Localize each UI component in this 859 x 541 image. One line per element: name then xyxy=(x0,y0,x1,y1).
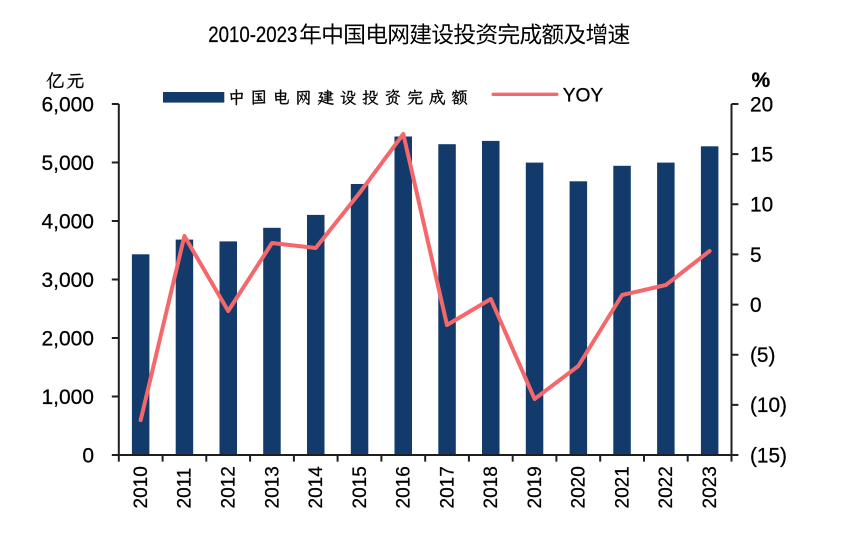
svg-text:4,000: 4,000 xyxy=(41,210,94,233)
svg-text:2013: 2013 xyxy=(262,466,283,508)
svg-text:5,000: 5,000 xyxy=(41,152,94,175)
svg-text:%: % xyxy=(752,69,771,92)
svg-text:2011: 2011 xyxy=(175,468,196,509)
svg-text:(15): (15) xyxy=(750,444,787,467)
svg-text:YOY: YOY xyxy=(563,85,604,106)
svg-text:2023: 2023 xyxy=(700,466,721,508)
svg-text:6,000: 6,000 xyxy=(41,93,94,116)
svg-text:0: 0 xyxy=(750,294,762,317)
svg-text:2017: 2017 xyxy=(437,466,458,508)
svg-text:1,000: 1,000 xyxy=(41,386,94,409)
svg-text:3,000: 3,000 xyxy=(41,269,94,292)
svg-text:15: 15 xyxy=(750,144,773,167)
svg-text:2021: 2021 xyxy=(612,466,633,508)
svg-text:10: 10 xyxy=(750,194,773,217)
svg-text:2,000: 2,000 xyxy=(41,327,94,350)
svg-text:0: 0 xyxy=(82,444,94,467)
svg-text:5: 5 xyxy=(750,244,762,267)
svg-text:20: 20 xyxy=(750,93,773,116)
svg-text:2020: 2020 xyxy=(569,466,590,508)
svg-text:2022: 2022 xyxy=(656,466,677,508)
svg-text:2014: 2014 xyxy=(306,466,327,509)
svg-text:2012: 2012 xyxy=(219,466,240,508)
svg-text:2010-2023: 2010-2023 xyxy=(208,22,297,47)
svg-text:2018: 2018 xyxy=(481,466,502,508)
svg-text:2015: 2015 xyxy=(350,466,371,508)
svg-text:(5): (5) xyxy=(750,344,775,367)
svg-text:2010: 2010 xyxy=(131,466,152,508)
svg-text:2019: 2019 xyxy=(525,466,546,508)
svg-text:(10): (10) xyxy=(750,394,787,417)
svg-text:2016: 2016 xyxy=(394,466,415,508)
